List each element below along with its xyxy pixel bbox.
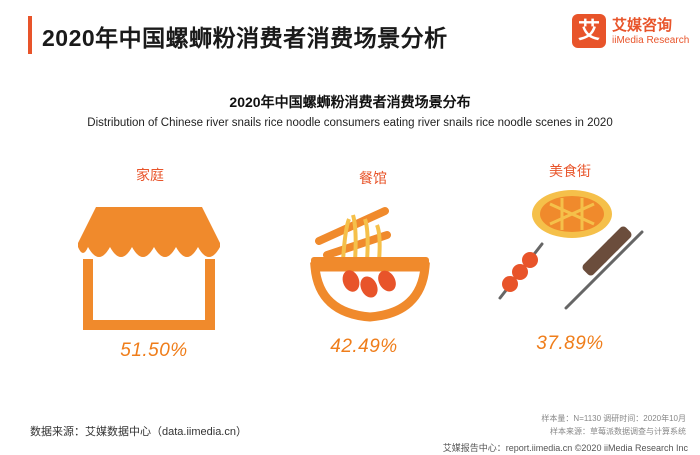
value-label-food-street: 37.89% (536, 333, 604, 354)
data-source: 数据来源：艾媒数据中心（data.iimedia.cn） (30, 426, 247, 438)
value-label-restaurant: 42.49% (330, 336, 398, 357)
category-label-food-street: 美食街 (549, 163, 591, 179)
chart-title: 2020年中国螺蛳粉消费者消费场景分布 (229, 94, 471, 110)
sample-source: 样本来源：草莓派数据调查与计算系统 (550, 427, 686, 436)
page-title: 2020年中国螺蛳粉消费者消费场景分析 (42, 25, 448, 51)
logo-mark-icon: 艾 (572, 14, 606, 48)
noodle-bowl-icon (310, 207, 430, 322)
logo-chinese-name: 艾媒咨询 (612, 17, 673, 34)
sample-info: 样本量：N=1130 调研时间：2020年10月 (541, 414, 686, 423)
report-center-line: 艾媒报告中心：report.iimedia.cn ©2020 iiMedia R… (442, 443, 688, 453)
title-accent-bar (28, 16, 32, 54)
iimedia-logo: 艾 艾媒咨询 iiMedia Research (572, 14, 692, 54)
value-label-home: 51.50% (120, 340, 188, 361)
storefront-awning-icon (78, 207, 220, 330)
category-label-restaurant: 餐馆 (359, 170, 387, 186)
logo-english-name: iiMedia Research (612, 35, 690, 46)
street-food-icon (498, 190, 644, 310)
category-label-home: 家庭 (136, 167, 164, 183)
chart-subtitle: Distribution of Chinese river snails ric… (87, 117, 613, 129)
